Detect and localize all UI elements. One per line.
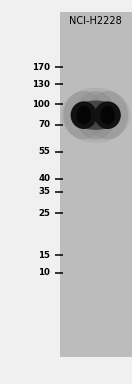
Text: 100: 100 (32, 100, 50, 109)
Ellipse shape (71, 101, 97, 129)
Text: 35: 35 (38, 187, 50, 197)
Text: 70: 70 (38, 120, 50, 129)
Ellipse shape (71, 101, 121, 130)
Text: 25: 25 (38, 209, 50, 218)
Ellipse shape (61, 88, 130, 143)
FancyBboxPatch shape (60, 12, 132, 357)
Text: NCI-H2228: NCI-H2228 (69, 16, 122, 26)
Text: 55: 55 (38, 147, 50, 156)
Text: 15: 15 (38, 251, 50, 260)
Text: 130: 130 (32, 80, 50, 89)
Ellipse shape (63, 91, 104, 139)
Ellipse shape (100, 106, 115, 125)
Text: 10: 10 (38, 268, 50, 277)
Ellipse shape (94, 101, 121, 129)
Text: 40: 40 (38, 174, 50, 183)
Ellipse shape (77, 106, 91, 125)
Ellipse shape (87, 91, 128, 139)
Ellipse shape (75, 91, 116, 139)
Text: 170: 170 (32, 63, 50, 72)
